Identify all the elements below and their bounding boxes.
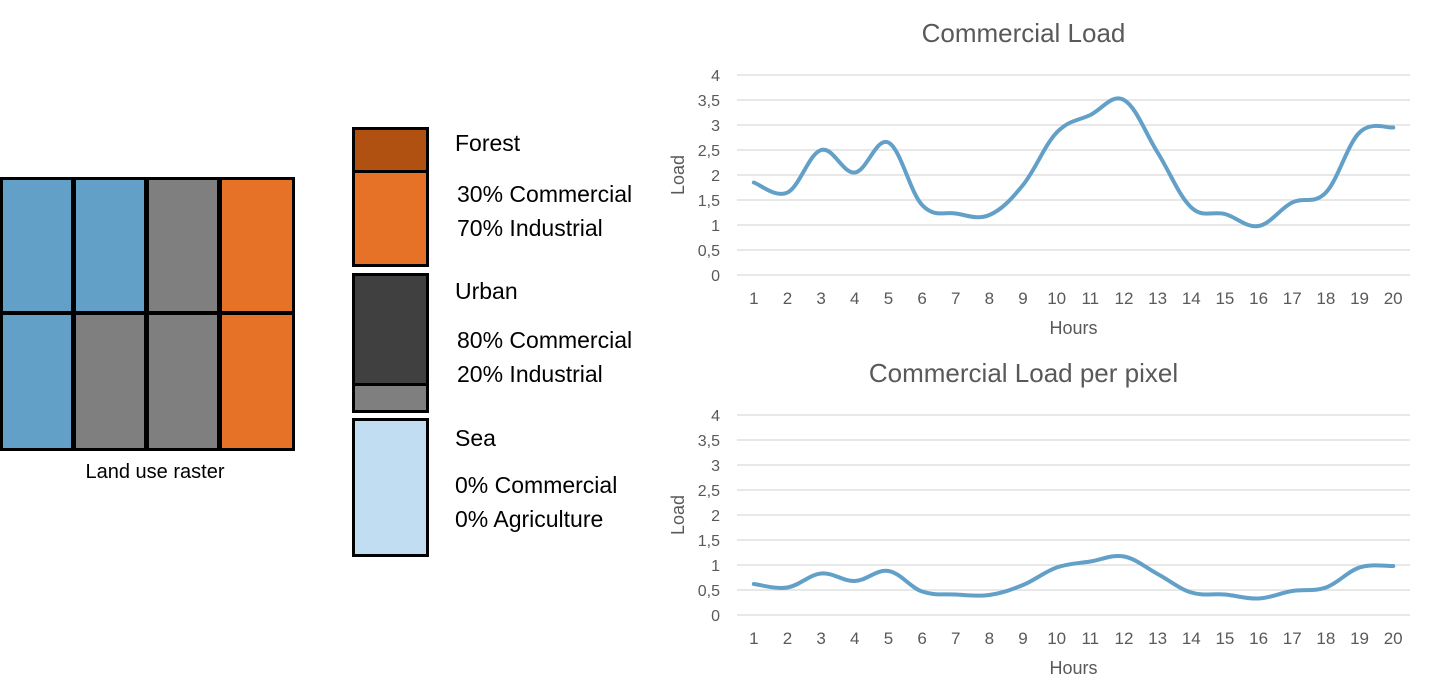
x-tick-label: 12 [1115, 289, 1134, 308]
urban-commercial-share: 80% Commercial [457, 327, 633, 353]
swatch-segment [355, 383, 426, 410]
raster-cell-forest [219, 177, 295, 314]
raster-cell-urban [73, 312, 147, 451]
land-use-raster [0, 177, 295, 451]
x-tick-label: 2 [783, 289, 792, 308]
x-tick-label: 7 [951, 629, 960, 648]
y-tick-label: 3 [711, 118, 720, 135]
raster-caption: Land use raster [85, 461, 225, 483]
y-tick-label: 3,5 [698, 93, 720, 110]
x-tick-label: 18 [1316, 289, 1335, 308]
y-tick-label: 4 [711, 68, 720, 85]
x-tick-label: 17 [1283, 629, 1302, 648]
y-tick-label: 2,5 [698, 143, 720, 160]
urban-swatch [352, 273, 429, 413]
raster-cell-sea [0, 177, 74, 314]
x-tick-label: 16 [1249, 629, 1268, 648]
raster-cell-urban [146, 177, 220, 314]
x-tick-label: 1 [749, 289, 758, 308]
chart-title: Commercial Load per pixel [869, 358, 1178, 388]
raster-cell-urban [146, 312, 220, 451]
x-tick-label: 19 [1350, 629, 1369, 648]
x-tick-label: 17 [1283, 289, 1302, 308]
x-tick-label: 1 [749, 629, 758, 648]
raster-cell-sea [73, 177, 147, 314]
x-tick-label: 9 [1018, 289, 1027, 308]
x-tick-label: 16 [1249, 289, 1268, 308]
y-tick-label: 2 [711, 508, 720, 525]
series-line [751, 96, 1396, 229]
y-tick-label: 1,5 [698, 533, 720, 550]
x-tick-label: 20 [1384, 289, 1403, 308]
forest-title: Forest [455, 130, 521, 156]
commercial-load-per-pixel-chart: Commercial Load per pixel 0 0,5 1 1,5 2 2,5 3 3,… [668, 358, 1410, 678]
raster-cell-forest [219, 312, 295, 451]
x-tick-label: 14 [1182, 289, 1201, 308]
x-tick-label: 6 [917, 289, 926, 308]
sea-agriculture-share: 0% Agriculture [455, 506, 604, 532]
x-tick-label: 3 [816, 289, 825, 308]
y-tick-label: 1 [711, 558, 720, 575]
x-tick-label: 13 [1148, 629, 1167, 648]
y-tick-label: 0,5 [698, 583, 720, 600]
x-axis-label: Hours [1049, 658, 1097, 678]
forest-swatch [352, 127, 429, 267]
y-tick-label: 3 [711, 458, 720, 475]
y-tick-label: 2,5 [698, 483, 720, 500]
forest-industrial-share: 70% Industrial [457, 215, 603, 241]
x-tick-label: 7 [951, 289, 960, 308]
x-tick-label: 10 [1047, 629, 1066, 648]
x-tick-label: 14 [1182, 629, 1201, 648]
y-axis-label: Load [668, 155, 688, 195]
x-tick-label: 13 [1148, 289, 1167, 308]
x-tick-label: 15 [1215, 629, 1234, 648]
swatch-segment [355, 421, 426, 554]
y-tick-label: 1,5 [698, 193, 720, 210]
x-tick-label: 4 [850, 289, 859, 308]
y-tick-label: 3,5 [698, 433, 720, 450]
sea-swatch [352, 418, 429, 557]
x-tick-label: 2 [783, 629, 792, 648]
raster-cell-sea [0, 312, 74, 451]
x-axis-label: Hours [1049, 318, 1097, 338]
y-tick-label: 0 [711, 268, 720, 285]
x-tick-label: 8 [985, 289, 994, 308]
sea-title: Sea [455, 425, 496, 451]
x-tick-label: 11 [1081, 629, 1099, 648]
x-tick-label: 19 [1350, 289, 1369, 308]
y-tick-label: 1 [711, 218, 720, 235]
y-tick-label: 0,5 [698, 243, 720, 260]
swatch-segment [355, 130, 426, 170]
x-tick-label: 11 [1081, 289, 1099, 308]
urban-industrial-share: 20% Industrial [457, 361, 603, 387]
chart-title: Commercial Load [922, 18, 1126, 48]
x-tick-label: 20 [1384, 629, 1403, 648]
x-tick-label: 3 [816, 629, 825, 648]
x-tick-label: 8 [985, 629, 994, 648]
swatch-segment [355, 170, 426, 264]
x-tick-label: 6 [917, 629, 926, 648]
y-axis-label: Load [668, 495, 688, 535]
y-tick-label: 2 [711, 168, 720, 185]
swatch-segment [355, 276, 426, 383]
x-tick-label: 15 [1215, 289, 1234, 308]
y-tick-label: 4 [711, 408, 720, 425]
y-tick-label: 0 [711, 608, 720, 625]
x-tick-label: 12 [1115, 629, 1134, 648]
forest-commercial-share: 30% Commercial [457, 181, 633, 207]
urban-title: Urban [455, 278, 518, 304]
x-tick-label: 18 [1316, 629, 1335, 648]
x-tick-label: 5 [884, 629, 893, 648]
series-line [751, 554, 1396, 601]
sea-commercial-share: 0% Commercial [455, 472, 618, 498]
x-tick-label: 9 [1018, 629, 1027, 648]
x-tick-label: 4 [850, 629, 859, 648]
x-tick-label: 10 [1047, 289, 1066, 308]
x-tick-label: 5 [884, 289, 893, 308]
